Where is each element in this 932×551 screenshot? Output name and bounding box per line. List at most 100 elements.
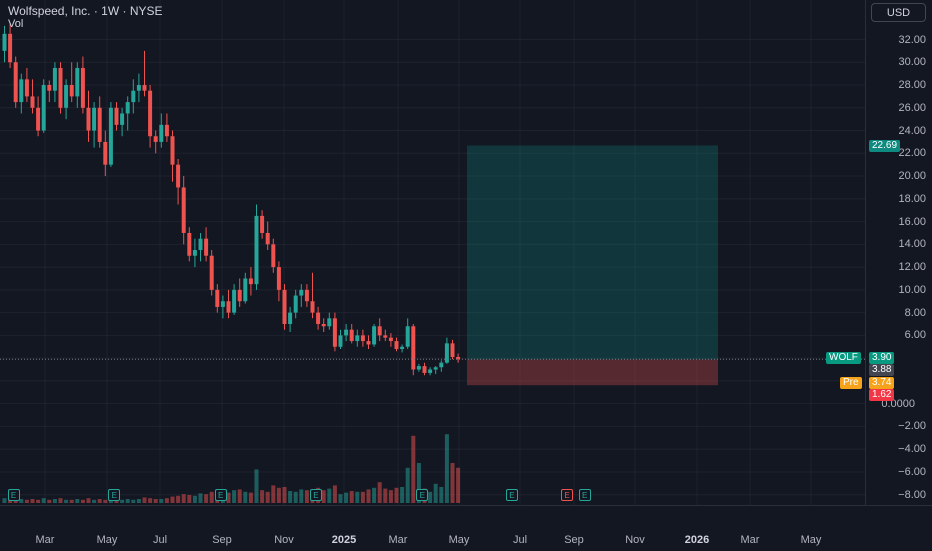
volume-bar — [327, 488, 332, 503]
stop-price-tag: 1.62 — [869, 389, 895, 401]
volume-bar — [159, 499, 164, 503]
volume-bar — [248, 492, 253, 503]
candle-body — [355, 335, 360, 342]
volume-bar — [142, 497, 147, 503]
volume-bar — [260, 490, 265, 503]
candle-body — [422, 366, 427, 373]
price-tick-label: 10.00 — [898, 283, 926, 296]
candle-body — [237, 289, 242, 302]
volume-bar — [120, 499, 125, 503]
volume-bar — [47, 499, 52, 503]
candle-body — [114, 107, 119, 125]
volume-bar — [355, 491, 360, 503]
volume-bar — [411, 435, 416, 503]
time-tick-label: Sep — [212, 534, 232, 546]
time-tick-label: May — [448, 534, 470, 546]
volume-bar — [192, 495, 197, 503]
time-tick-label: May — [800, 534, 822, 546]
volume-bar — [36, 499, 41, 503]
candle-body — [64, 85, 69, 108]
time-tick-label: Mar — [35, 534, 55, 546]
price-tick-label: 30.00 — [898, 56, 926, 69]
candle-body — [254, 215, 259, 285]
earnings-marker[interactable]: E — [561, 489, 573, 501]
volume-bar — [80, 499, 85, 503]
volume-bar — [383, 488, 388, 503]
price-tick-label: 22.00 — [898, 147, 926, 160]
volume-bar — [377, 482, 382, 503]
volume-bar — [13, 499, 18, 503]
candle-body — [310, 301, 315, 313]
candle-body — [293, 295, 298, 313]
volume-bar — [52, 499, 57, 503]
candle-body — [97, 107, 102, 142]
candle-body — [316, 312, 321, 324]
candle-body — [299, 289, 304, 296]
candle-body — [450, 343, 455, 358]
volume-bar — [58, 498, 63, 503]
earnings-marker[interactable]: E — [309, 489, 322, 501]
earnings-marker[interactable]: E — [505, 489, 518, 501]
candle-body — [321, 324, 326, 327]
earnings-marker[interactable]: E — [578, 489, 591, 501]
candle-body — [52, 67, 57, 91]
volume-bar — [237, 489, 242, 503]
volume-bar — [444, 434, 449, 503]
volume-bar — [69, 499, 74, 503]
time-tick-label: Nov — [274, 534, 294, 546]
price-tick-label: 6.00 — [904, 329, 926, 342]
premarket-label-tag: Pre — [840, 377, 862, 389]
candle-body — [215, 289, 220, 307]
volume-bar — [19, 499, 24, 503]
volume-bar — [114, 499, 119, 503]
price-axis[interactable]: 32.00 30.00 28.00 26.00 24.00 22.00 20.00 18.00… — [865, 0, 932, 505]
volume-bar — [226, 492, 231, 503]
volume-bar — [428, 491, 433, 503]
volume-bar — [332, 485, 337, 503]
candle-body — [327, 318, 332, 327]
candle-body — [383, 335, 388, 338]
price-tick-label: 24.00 — [898, 124, 926, 137]
candle-body — [181, 187, 186, 233]
price-tick-label: −8.00 — [898, 488, 926, 501]
candle-body — [86, 107, 91, 131]
price-tick-label: 32.00 — [898, 33, 926, 46]
earnings-marker[interactable]: E — [214, 489, 227, 501]
candle-body — [260, 215, 265, 233]
volume-bar — [24, 499, 29, 503]
candle-body — [92, 107, 97, 131]
volume-bar — [394, 487, 399, 503]
candle-body — [41, 85, 46, 131]
volume-bar — [321, 490, 326, 503]
earnings-marker[interactable]: E — [416, 489, 429, 501]
candle-body — [388, 337, 393, 342]
volume-bar — [170, 496, 175, 503]
currency-selector-button[interactable]: USD — [871, 3, 926, 22]
earnings-marker[interactable]: E — [108, 489, 121, 501]
price-tick-label: −2.00 — [898, 420, 926, 433]
symbol-title[interactable]: Wolfspeed, Inc. · 1W · NYSE — [8, 4, 163, 18]
time-axis[interactable]: Mar May Jul Sep Nov 2025 Mar May Jul Sep Nov 2026 Ma… — [0, 505, 932, 551]
candle-body — [338, 335, 343, 347]
volume-bar — [125, 499, 130, 503]
candle-body — [131, 90, 136, 103]
volume-bar — [8, 499, 13, 503]
volume-bar — [349, 491, 354, 503]
candlestick-chart[interactable] — [0, 0, 865, 505]
earnings-marker[interactable]: E — [7, 489, 20, 501]
volume-bar — [299, 489, 304, 503]
price-tick-label: 16.00 — [898, 215, 926, 228]
candle-body — [366, 341, 371, 345]
candle-body — [243, 278, 248, 302]
candle-body — [164, 124, 169, 137]
candle-body — [288, 312, 293, 324]
candle-body — [377, 326, 382, 336]
candle-body — [24, 79, 29, 97]
volume-bar — [181, 494, 186, 503]
volume-bar — [131, 499, 136, 503]
candle-body — [428, 369, 433, 373]
volume-bar — [148, 498, 153, 503]
candle-body — [265, 232, 270, 245]
candle-body — [159, 124, 164, 142]
